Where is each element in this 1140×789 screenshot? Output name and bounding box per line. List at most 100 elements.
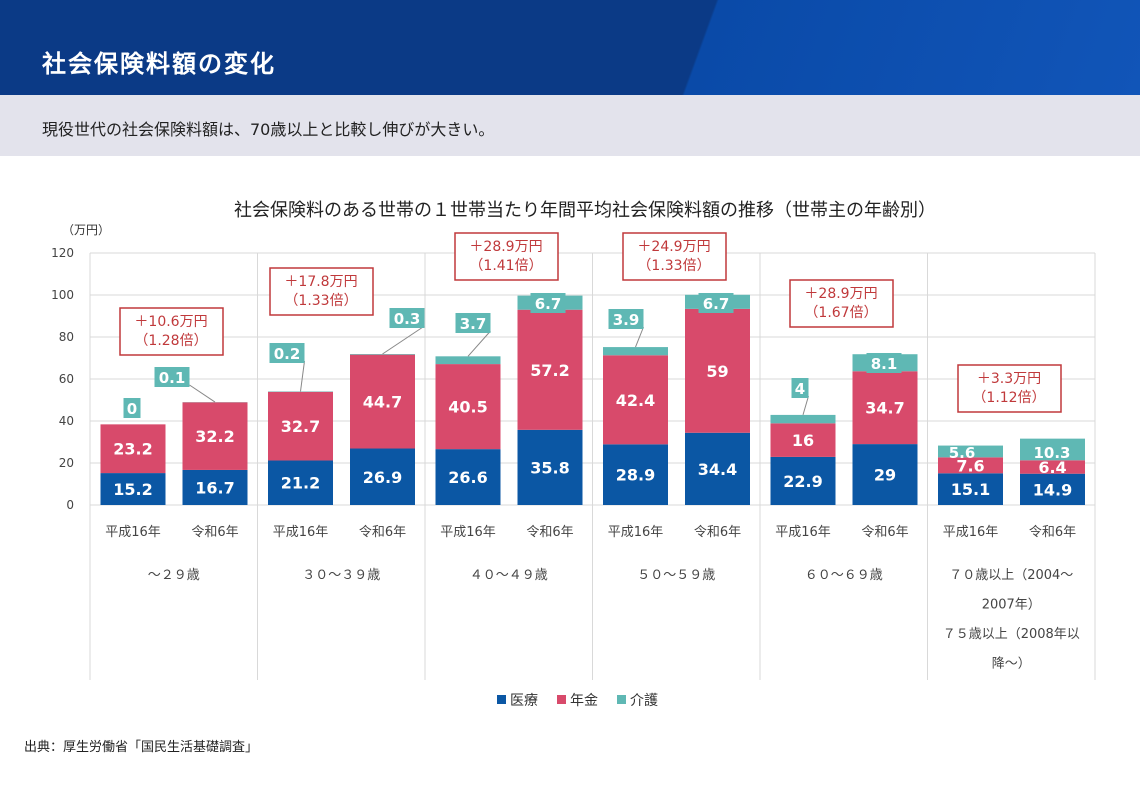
- growth-annotation-text: ＋17.8万円: [284, 274, 357, 290]
- data-label: 34.7: [865, 399, 904, 418]
- growth-annotation-box: [789, 279, 894, 328]
- stacked-bar-chart: 社会保険料のある世帯の１世帯当たり年間平均社会保険料額の推移（世帯主の年齢別） （…: [51, 200, 1096, 709]
- data-label: 16.7: [195, 478, 234, 497]
- legend-label: 介護: [630, 693, 658, 709]
- data-label: 15.2: [113, 480, 152, 499]
- care-data-label: 0.2: [274, 345, 301, 363]
- growth-annotation-box: [119, 307, 224, 356]
- care-label-box: [269, 343, 305, 363]
- x-tick-label: 令和6年: [359, 525, 406, 540]
- growth-annotation-text: （1.67倍）: [804, 305, 877, 321]
- x-tick-label: 平成16年: [440, 525, 496, 540]
- care-data-label: 6.7: [535, 295, 562, 313]
- data-label: 21.2: [281, 474, 320, 493]
- data-label: 34.4: [698, 460, 737, 479]
- data-label: 40.5: [448, 398, 487, 417]
- legend-label: 年金: [570, 693, 598, 709]
- y-tick-label: 100: [51, 288, 74, 302]
- bar-介護: [1020, 438, 1085, 461]
- x-tick-label: 令和6年: [694, 525, 741, 540]
- care-data-label: 0.3: [394, 310, 421, 328]
- growth-annotation-text: （1.33倍）: [637, 258, 710, 274]
- data-label: 7.6: [956, 456, 984, 475]
- growth-annotation-text: （1.41倍）: [469, 258, 542, 274]
- care-label-box: [123, 398, 141, 418]
- bar-年金: [938, 457, 1003, 474]
- bar-介護: [938, 445, 1003, 458]
- growth-annotation-box: [269, 267, 374, 316]
- bar-医療: [350, 448, 415, 505]
- data-label: 16: [792, 431, 814, 450]
- y-tick-label: 40: [59, 414, 74, 428]
- chart-title: 社会保険料のある世帯の１世帯当たり年間平均社会保険料額の推移（世帯主の年齢別）: [234, 200, 936, 221]
- x-tick-label: 平成16年: [105, 525, 161, 540]
- bar-年金: [770, 423, 836, 457]
- growth-annotation-text: ＋28.9万円: [469, 239, 542, 255]
- growth-annotation-box: [622, 232, 727, 281]
- bar-介護: [435, 356, 501, 365]
- page-title: 社会保険料額の変化: [42, 50, 276, 78]
- group-label: 降～）: [992, 657, 1031, 672]
- care-label-box: [530, 293, 566, 313]
- care-data-label: 8.1: [871, 355, 898, 373]
- bar-医療: [1020, 473, 1085, 505]
- bar-医療: [603, 444, 668, 505]
- bar-医療: [938, 473, 1003, 505]
- group-label: 2007年）: [982, 598, 1041, 613]
- leader-line: [300, 360, 305, 392]
- data-label: 26.9: [363, 468, 402, 487]
- growth-annotation-text: ＋3.3万円: [977, 371, 1041, 387]
- data-label: 35.8: [530, 458, 569, 477]
- data-label: 14.9: [1033, 480, 1072, 499]
- bar-年金: [685, 308, 750, 433]
- legend-swatch: [617, 695, 626, 704]
- bar-年金: [852, 371, 918, 445]
- bar-医療: [852, 444, 918, 505]
- growth-annotation-text: ＋24.9万円: [637, 239, 710, 255]
- data-label: 32.7: [281, 417, 320, 436]
- growth-annotation-text: （1.12倍）: [972, 390, 1045, 406]
- data-label: 23.2: [113, 440, 152, 459]
- leader-line: [802, 395, 809, 416]
- group-label: ５０～５９歳: [637, 568, 715, 583]
- bar-年金: [1020, 460, 1085, 474]
- growth-annotation-box: [454, 232, 559, 281]
- care-data-label: 3.9: [613, 311, 640, 329]
- data-label: 42.4: [616, 391, 655, 410]
- care-label-box: [791, 378, 809, 398]
- group-label: ６０～６９歳: [805, 568, 883, 583]
- x-tick-label: 平成16年: [608, 525, 664, 540]
- group-label: ７５歳以上（2008年以: [943, 627, 1080, 642]
- bar-医療: [517, 429, 583, 505]
- data-label: 28.9: [616, 466, 655, 485]
- header-banner: 社会保険料額の変化: [0, 0, 1140, 95]
- growth-annotation-box: [957, 364, 1062, 413]
- data-label: 15.1: [951, 480, 990, 499]
- care-data-label: 0: [127, 400, 137, 418]
- growth-annotation-text: ＋28.9万円: [804, 286, 877, 302]
- x-tick-label: 令和6年: [191, 525, 238, 540]
- subtitle: 現役世代の社会保険料額は、70歳以上と比較し伸びが大きい。: [42, 120, 495, 139]
- y-axis-label: （万円）: [62, 223, 110, 237]
- care-label-box: [154, 367, 190, 387]
- bar-年金: [182, 402, 248, 470]
- data-label: 57.2: [530, 361, 569, 380]
- bar-医療: [435, 449, 501, 505]
- y-tick-label: 20: [59, 456, 74, 470]
- legend-swatch: [557, 695, 566, 704]
- y-tick-label: 60: [59, 372, 74, 386]
- y-tick-label: 0: [66, 498, 74, 512]
- care-data-label: 0.1: [159, 369, 186, 387]
- leader-line: [635, 326, 644, 348]
- y-tick-label: 80: [59, 330, 74, 344]
- x-tick-label: 平成16年: [775, 525, 831, 540]
- bar-年金: [517, 309, 583, 430]
- care-label-box: [455, 313, 491, 333]
- care-label-box: [608, 309, 644, 329]
- growth-annotation-text: ＋10.6万円: [134, 314, 207, 330]
- growth-annotation-text: （1.28倍）: [134, 333, 207, 349]
- bar-医療: [182, 469, 248, 505]
- subtitle-bar: 現役世代の社会保険料額は、70歳以上と比較し伸びが大きい。: [0, 95, 1140, 156]
- bar-年金: [350, 354, 415, 449]
- group-label: ～２９歳: [148, 568, 200, 583]
